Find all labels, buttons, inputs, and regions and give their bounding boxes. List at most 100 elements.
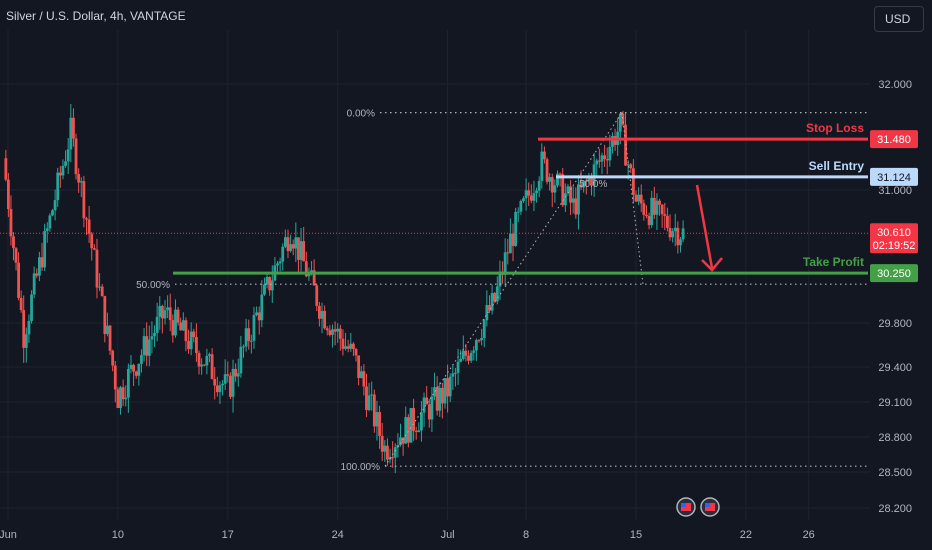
candle-body: [393, 447, 397, 458]
candle-body: [158, 305, 162, 317]
current-price-tag: [870, 223, 918, 254]
candle-body: [150, 336, 154, 340]
candle-body: [291, 244, 295, 249]
candle-body: [35, 273, 39, 276]
fib-label: 100.00%: [341, 462, 381, 473]
candle-body: [247, 328, 251, 341]
candle-body: [113, 365, 117, 390]
candle-body: [187, 341, 190, 350]
countdown: 02:19:52: [873, 240, 916, 252]
candle-body: [522, 198, 525, 202]
candle-body: [493, 293, 497, 302]
y-tick-label: 31.000: [878, 185, 912, 197]
candle-body: [443, 378, 447, 404]
currency-button[interactable]: USD: [874, 6, 924, 32]
chart-title: Silver / U.S. Dollar, 4h, VANTAGE: [6, 9, 186, 23]
candle-body: [281, 246, 285, 262]
candle-body: [446, 378, 449, 397]
candle-body: [307, 273, 311, 277]
candle-body: [24, 334, 28, 348]
candle-body: [51, 210, 54, 216]
candle-body: [603, 155, 606, 160]
candle-body: [467, 355, 470, 361]
price-axis: 32.000 31.000 29.800 29.400 29.100 28.800 28.5…: [870, 79, 918, 515]
candle-body: [252, 314, 256, 341]
fib-trendline: [384, 112, 623, 467]
candle-body: [328, 330, 332, 335]
candle-body: [98, 286, 101, 288]
candle-body: [315, 285, 319, 306]
candle-body: [461, 350, 465, 359]
candle-body: [181, 320, 185, 331]
candle-body: [323, 310, 327, 329]
candle-body: [639, 194, 643, 204]
candle-body: [574, 198, 578, 215]
candle-body: [312, 270, 316, 286]
candle-body: [417, 430, 421, 432]
candle-body: [92, 248, 96, 250]
candle-body: [652, 197, 656, 215]
candle-body: [270, 280, 274, 291]
fib-label: 0.00%: [347, 109, 375, 120]
candle-body: [229, 375, 232, 397]
candle-body: [171, 320, 175, 336]
candle-body: [422, 397, 426, 413]
candle-body: [448, 376, 452, 397]
candle-body: [276, 263, 279, 266]
candle-body: [197, 353, 201, 367]
candle-body: [480, 337, 484, 341]
y-tick-label: 28.200: [878, 503, 912, 515]
candle-body: [260, 294, 264, 321]
candle-body: [236, 373, 240, 377]
candle-body: [506, 252, 510, 254]
candle-body: [66, 149, 70, 162]
candle-body: [553, 185, 557, 193]
candle-body: [370, 394, 374, 396]
candle-body: [425, 397, 429, 405]
candle-body: [595, 160, 599, 165]
x-tick-label: 17: [222, 529, 234, 541]
candle-body: [242, 346, 245, 348]
candle-body: [365, 386, 368, 411]
candles: [4, 104, 685, 474]
candle-body: [668, 227, 672, 238]
candle-body: [561, 174, 565, 206]
x-tick-label: 22: [740, 529, 752, 541]
candle-body: [64, 161, 67, 166]
candle-body: [22, 310, 26, 348]
candle-body: [650, 197, 654, 226]
candle-body: [456, 361, 460, 373]
candle-body: [263, 284, 266, 295]
candle-body: [74, 138, 78, 175]
candle-body: [488, 305, 491, 311]
candle-body: [490, 293, 494, 311]
fib-inner-label: 50.0%: [579, 179, 607, 190]
candle-body: [333, 329, 337, 332]
current-price-value: 30.610: [877, 227, 911, 239]
candle-body: [430, 396, 434, 420]
candle-body: [485, 305, 489, 321]
candle-body: [153, 332, 156, 337]
candle-body: [352, 343, 355, 349]
candle-body: [249, 340, 253, 342]
candle-body: [563, 193, 567, 206]
candle-body: [584, 180, 588, 182]
candle-body: [629, 164, 633, 169]
candle-body: [210, 354, 214, 379]
candle-body: [163, 310, 167, 319]
candle-body: [116, 389, 120, 409]
candle-body: [634, 194, 638, 202]
price-tag-label: 31.480: [877, 134, 911, 146]
candle-body: [43, 231, 47, 268]
candle-body: [126, 368, 130, 398]
candle-body: [234, 368, 238, 377]
price-tag: [870, 167, 918, 186]
candle-body: [666, 215, 669, 228]
candle-body: [69, 117, 73, 150]
candle-body: [336, 328, 340, 332]
candle-body: [320, 310, 324, 319]
candle-body: [618, 113, 622, 132]
candle-body: [61, 165, 65, 176]
candle-body: [535, 190, 538, 194]
